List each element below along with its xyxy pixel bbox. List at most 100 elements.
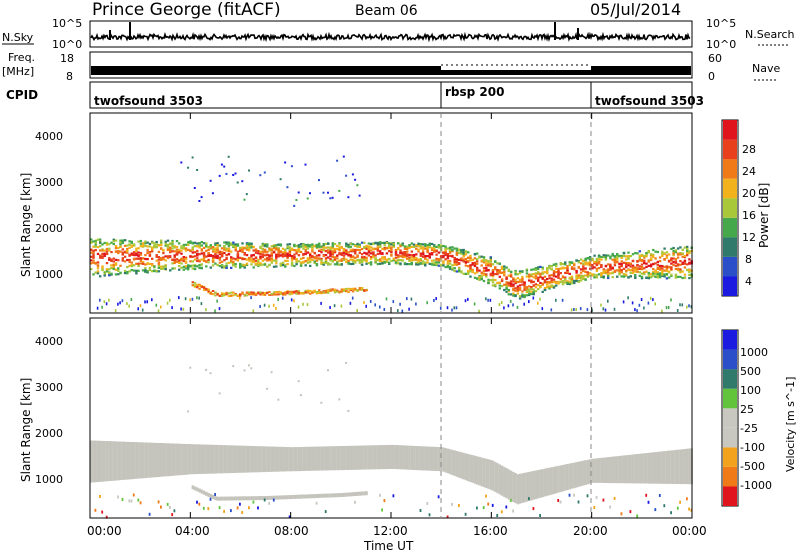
power-cell	[96, 252, 100, 255]
power-cell	[627, 276, 630, 279]
power-cell	[419, 247, 422, 250]
power-cell	[130, 261, 133, 264]
velocity-cell	[491, 460, 495, 491]
power-cell	[92, 251, 95, 254]
velocity-cell	[634, 454, 637, 484]
power-cell	[498, 281, 501, 284]
power-cell	[198, 287, 201, 290]
velocity-cell	[205, 491, 208, 496]
power-cell	[126, 247, 129, 251]
power-cell	[681, 248, 684, 251]
power-cell	[184, 243, 188, 246]
power-cell	[406, 253, 409, 256]
power-cell	[318, 290, 321, 293]
power-cell	[403, 251, 407, 254]
power-cell	[342, 257, 346, 260]
velocity-cell	[175, 443, 179, 476]
power-cell	[399, 243, 402, 246]
power-cell	[523, 285, 526, 288]
velocity-cell	[259, 446, 262, 473]
power-cell	[207, 248, 210, 251]
velocity-cbar-label: Velocity [m s^-1]	[784, 377, 797, 472]
velocity-cell	[471, 455, 474, 483]
velocity-cell	[284, 495, 287, 500]
power-cell	[193, 251, 197, 254]
power-cell	[376, 243, 380, 246]
power-cell	[110, 264, 113, 267]
power-cell	[555, 275, 558, 278]
power-cell	[467, 265, 470, 268]
power-cell	[555, 298, 557, 302]
power-cell	[279, 264, 282, 267]
power-cell	[135, 257, 138, 260]
search-tick-top: 10^5	[706, 17, 736, 30]
power-cell	[462, 251, 465, 254]
power-cell	[658, 274, 662, 277]
velocity-cell	[638, 453, 641, 484]
power-cell	[202, 251, 206, 254]
power-cell	[101, 305, 103, 309]
power-cell	[514, 280, 517, 283]
power-cell	[302, 247, 305, 250]
power-cell	[588, 267, 592, 270]
power-cell	[270, 259, 273, 262]
power-cell	[683, 276, 687, 279]
power-cell	[363, 301, 365, 304]
velocity-cell	[636, 514, 639, 518]
power-cell	[112, 238, 115, 241]
power-cell	[225, 172, 228, 175]
power-cell	[340, 258, 343, 261]
velocity-cell	[230, 509, 232, 513]
power-cell	[437, 259, 441, 262]
power-cell	[329, 252, 332, 255]
power-cell	[324, 261, 328, 265]
power-cell	[577, 280, 580, 283]
power-cell	[340, 288, 343, 291]
power-cell	[473, 276, 477, 279]
power-cell	[232, 260, 235, 263]
power-cell	[616, 255, 619, 258]
power-cell	[428, 256, 431, 259]
velocity-cell	[376, 445, 380, 470]
power-cell	[433, 262, 436, 265]
power-cell	[627, 255, 630, 258]
power-cell	[241, 265, 244, 268]
velocity-cell	[193, 486, 197, 491]
xtick-2000: 20:00	[573, 524, 608, 538]
power-cell	[489, 274, 492, 277]
power-cell	[252, 258, 255, 261]
power-cell	[193, 244, 197, 247]
power-cell	[281, 292, 285, 295]
power-cell	[295, 290, 298, 293]
velocity-cell	[288, 447, 292, 472]
power-cell	[360, 253, 364, 256]
power-cell	[146, 248, 149, 252]
power-cell	[121, 248, 124, 251]
velocity-cell	[686, 448, 689, 485]
power-cell	[460, 250, 463, 254]
power-cell	[573, 263, 576, 267]
power-cell	[263, 263, 267, 266]
velocity-cell	[320, 401, 323, 404]
power-cell	[266, 292, 269, 295]
power-cell	[575, 259, 578, 262]
power-cell	[318, 292, 321, 294]
power-cell	[166, 255, 170, 258]
power-cell	[555, 281, 558, 284]
power-cell	[94, 261, 97, 265]
power-cell	[620, 256, 623, 259]
power-cell	[607, 268, 610, 271]
power-cell	[263, 248, 267, 251]
power-cell	[478, 269, 481, 272]
power-cell	[117, 273, 120, 276]
power-cell	[306, 289, 310, 292]
power-cell	[354, 259, 357, 262]
power-cell	[266, 243, 269, 246]
power-cell	[92, 240, 95, 243]
power-cell	[293, 249, 296, 252]
power-cell	[654, 302, 656, 306]
power-cell	[272, 259, 276, 262]
power-cell	[672, 249, 675, 253]
power-cell	[618, 266, 621, 269]
